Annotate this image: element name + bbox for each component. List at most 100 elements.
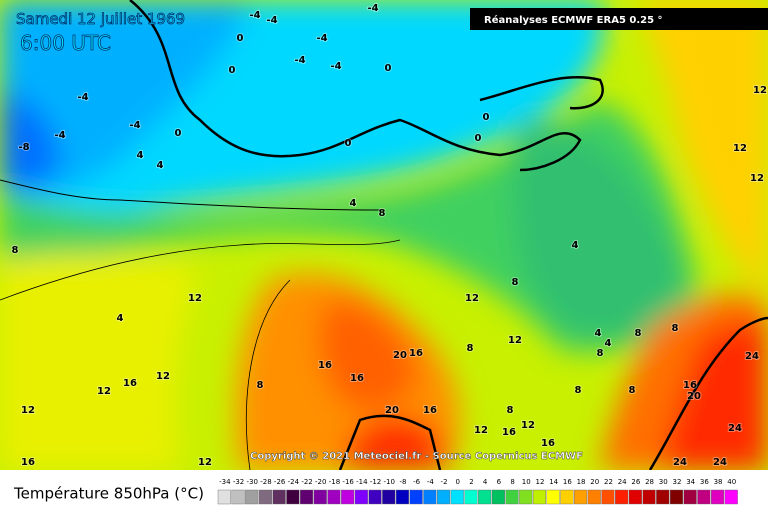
contour-label: 24: [728, 423, 742, 434]
contour-label: -8: [18, 142, 29, 153]
contour-label: 20: [393, 350, 407, 361]
legend-label: -28: [260, 478, 271, 486]
contour-label: 4: [595, 328, 602, 339]
legend-label: 2: [469, 478, 473, 486]
contour-label: 16: [318, 360, 332, 371]
legend-label: 0: [456, 478, 460, 486]
legend-swatch: [341, 489, 355, 505]
contour-label: -4: [330, 61, 341, 72]
contour-label: 4: [350, 198, 357, 209]
legend-swatch: [587, 489, 601, 505]
contour-label: 12: [21, 405, 35, 416]
legend-swatch: [286, 489, 300, 505]
legend-label: -32: [233, 478, 244, 486]
contour-label: 4: [605, 338, 612, 349]
legend-swatch: [478, 489, 492, 505]
contour-label: 12: [521, 420, 535, 431]
contour-label: 16: [409, 348, 423, 359]
contour-label: -4: [294, 55, 305, 66]
legend-swatch: [683, 489, 697, 505]
legend-swatch: [231, 489, 245, 505]
legend-swatch: [382, 489, 396, 505]
contour-label: 4: [137, 150, 144, 161]
contour-label: 24: [673, 457, 687, 468]
legend-label: 16: [563, 478, 572, 486]
contour-label: 4: [572, 240, 579, 251]
legend-label: -6: [413, 478, 421, 486]
contour-label: 8: [257, 380, 264, 391]
contour-label: 12: [188, 293, 202, 304]
legend-label: -34: [219, 478, 231, 486]
legend-swatch: [258, 489, 273, 505]
legend-swatch: [669, 489, 683, 505]
legend-swatch: [313, 489, 327, 505]
contour-label: 16: [21, 457, 35, 468]
legend-swatch: [642, 489, 656, 505]
legend-label: 26: [631, 478, 640, 486]
legend-label: 30: [659, 478, 668, 486]
legend-swatch: [724, 489, 738, 505]
legend-label: 36: [700, 478, 709, 486]
legend-label: 38: [714, 478, 723, 486]
legend-label: 12: [535, 478, 544, 486]
legend-swatch: [628, 489, 642, 505]
contour-label: 0: [237, 33, 244, 44]
legend-swatch: [450, 489, 464, 505]
isotherm-20: [338, 414, 442, 471]
legend-label: 20: [590, 478, 599, 486]
contour-label: 12: [465, 293, 479, 304]
temperature-field: [0, 0, 768, 470]
legend-label: -14: [356, 478, 368, 486]
legend-label: -16: [342, 478, 354, 486]
legend-label: 14: [549, 478, 558, 486]
legend-swatch: [601, 489, 615, 505]
legend-swatch: [546, 489, 560, 505]
legend-label: -22: [301, 478, 312, 486]
legend-label: -4: [427, 478, 435, 486]
legend-swatch: [395, 489, 410, 505]
legend-swatch: [423, 489, 437, 505]
zero-isotherm: [479, 76, 604, 110]
legend-label: -30: [247, 478, 258, 486]
contour-label: 16: [423, 405, 437, 416]
legend-swatch: [300, 489, 314, 505]
contour-label: 4: [117, 313, 124, 324]
legend-label: 4: [483, 478, 488, 486]
contour-label: 16: [350, 373, 364, 384]
contour-label: 8: [575, 385, 582, 396]
contour-label: 24: [713, 457, 727, 468]
contour-label: 12: [156, 371, 170, 382]
contour-label: 8: [507, 405, 514, 416]
legend-swatch: [615, 489, 629, 505]
legend-swatch: [272, 489, 286, 505]
legend-swatch: [327, 489, 341, 505]
legend-label: 10: [522, 478, 531, 486]
contour-label: -4: [316, 33, 327, 44]
contour-label: 20: [687, 391, 701, 402]
contour-label: 12: [753, 85, 767, 96]
legend-label: -8: [399, 478, 406, 486]
legend-swatch: [437, 489, 451, 505]
contour-label: -4: [249, 10, 260, 21]
contour-label: 0: [475, 133, 482, 144]
legend-label: -18: [329, 478, 340, 486]
legend-swatch: [505, 489, 519, 505]
zero-isotherm: [129, 0, 582, 172]
isotherm: [246, 279, 291, 471]
contour-label: 12: [750, 173, 764, 184]
legend-label: 28: [645, 478, 654, 486]
contours: [0, 0, 768, 471]
contour-label: -4: [77, 92, 88, 103]
source-text: Réanalyses ECMWF ERA5 0.25 °: [484, 14, 663, 26]
legend-label: -2: [441, 478, 448, 486]
legend-swatch: [464, 489, 478, 505]
legend-swatch: [491, 489, 505, 505]
legend-swatch: [354, 489, 368, 505]
copyright: Copyright © 2021 Meteociel.fr - Source C…: [250, 451, 583, 462]
contour-label: 8: [672, 323, 679, 334]
contour-label: 8: [467, 343, 474, 354]
contour-label: 20: [385, 405, 399, 416]
contour-label: 8: [512, 277, 519, 288]
